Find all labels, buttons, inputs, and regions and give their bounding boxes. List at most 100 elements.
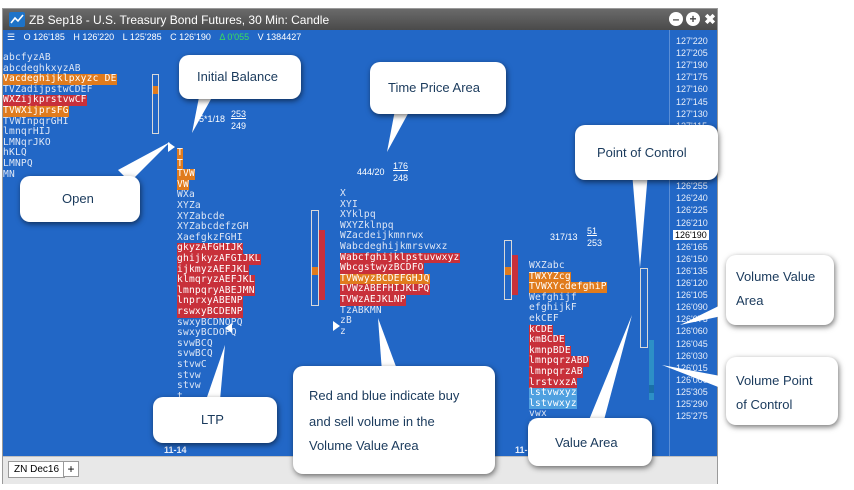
profile-row: lmnqrHIJ bbox=[3, 126, 51, 138]
profile-row: efghijkF bbox=[529, 302, 577, 314]
volume-buy-bar bbox=[319, 230, 325, 300]
profile-row: VW bbox=[177, 178, 189, 191]
profile-mid-stat: 444/20 bbox=[357, 167, 385, 177]
menu-icon[interactable]: ☰ bbox=[7, 32, 16, 42]
price-tick: 126'000 bbox=[676, 374, 708, 385]
profile-row: svwBCQ bbox=[177, 337, 213, 349]
low-value: L 125'285 bbox=[122, 32, 162, 42]
price-tick: 127'175 bbox=[676, 72, 708, 83]
price-tick: 125'305 bbox=[676, 386, 708, 397]
minimize-icon[interactable]: – bbox=[669, 12, 683, 26]
value-area-outline bbox=[640, 268, 648, 348]
profile-row: TVWzAEJKLNP bbox=[340, 294, 406, 306]
profile-row: gkyzAFGHIJK bbox=[177, 242, 243, 254]
open-value: O 126'185 bbox=[23, 32, 65, 42]
profile-row: WXZabc bbox=[529, 260, 565, 271]
price-tick: 126'090 bbox=[676, 302, 708, 313]
callout-volume-poc-line2: of Control bbox=[736, 397, 793, 412]
profile-row: WXYZklnpq bbox=[340, 219, 394, 231]
open-marker-icon-2 bbox=[333, 321, 340, 331]
profile-row: lstvwxyz bbox=[529, 397, 577, 410]
tab-zn-dec16[interactable]: ZN Dec16 bbox=[8, 461, 66, 478]
current-price-marker: 126'190 bbox=[673, 229, 709, 240]
volume-bar-outline-3 bbox=[504, 240, 512, 300]
price-tick: 126'225 bbox=[676, 205, 708, 216]
profile-row: stvw bbox=[177, 369, 201, 381]
profile-row: TVZadijpstwCDEF bbox=[3, 83, 93, 95]
profile-row: stvw bbox=[177, 380, 201, 392]
profile-row: TVWInpqrGHI bbox=[3, 115, 69, 127]
price-tick: 127'160 bbox=[676, 84, 708, 95]
title-bar[interactable]: ZB Sep18 - U.S. Treasury Bond Futures, 3… bbox=[3, 9, 717, 30]
profile-row: lstvwxyz bbox=[529, 387, 577, 399]
profile-row: X bbox=[340, 188, 346, 199]
callout-volume-value-area: Volume Value Area bbox=[726, 255, 834, 325]
profile-row: XYZabcdefzGH bbox=[177, 221, 249, 233]
profile-row: klmqryzAEFJKL bbox=[177, 274, 255, 286]
profile-row: XaefgkzFGHI bbox=[177, 231, 243, 243]
profile-row: T bbox=[177, 157, 183, 170]
close-icon[interactable]: ✖ bbox=[704, 11, 716, 27]
profile-row: rswxyBCDENP bbox=[177, 306, 243, 318]
volume-bar-outline bbox=[152, 74, 159, 134]
change-value: Δ 0'055 bbox=[219, 32, 250, 42]
add-tab-button[interactable]: + bbox=[63, 461, 79, 477]
maximize-icon[interactable]: + bbox=[686, 12, 700, 26]
price-tick: 126'255 bbox=[676, 181, 708, 192]
price-tick: 126'030 bbox=[676, 350, 708, 361]
profile-row: LMNPQ bbox=[3, 158, 33, 169]
profile-row: WXZijkprstvwCF bbox=[3, 94, 87, 106]
price-scale[interactable]: 127'220 127'205 127'190 127'175 127'160 127'1… bbox=[669, 30, 717, 456]
profile-row: lnprxyABENP bbox=[177, 295, 243, 307]
profile-row: z bbox=[340, 325, 346, 337]
price-tick: 126'015 bbox=[676, 362, 708, 373]
price-tick: 126'135 bbox=[676, 265, 708, 276]
profile-row: XYI bbox=[340, 198, 358, 210]
profile-row: lrstvxzA bbox=[529, 376, 577, 389]
session-date-1: 11-14 bbox=[164, 445, 187, 455]
volume-bar-outline-2 bbox=[311, 210, 319, 306]
profile-row: zB bbox=[340, 315, 352, 327]
ohlc-readout: ☰ O 126'185 H 126'220 L 125'285 C 126'19… bbox=[7, 32, 307, 43]
price-tick: 127'220 bbox=[676, 36, 708, 46]
price-tick: 126'120 bbox=[676, 278, 708, 288]
profile-left-stat-num: 253 bbox=[231, 109, 247, 119]
profile-row: ghijkyzAFGIJKL bbox=[177, 253, 261, 265]
price-tick: 126'210 bbox=[676, 217, 708, 228]
profile-row: ekCEF bbox=[529, 313, 559, 324]
profile-row: stvwC bbox=[177, 359, 207, 370]
callout-value-area: Value Area bbox=[528, 418, 652, 466]
profile-row: TzABKMN bbox=[340, 304, 382, 316]
callout-time-price-area-text: Time Price Area bbox=[388, 80, 480, 95]
callout-point-of-control-text: Point of Control bbox=[597, 145, 687, 160]
profile-row: XYZabcde bbox=[177, 210, 225, 222]
profile-row: Wefghijf bbox=[529, 291, 577, 303]
price-tick: 125'275 bbox=[676, 411, 708, 422]
callout-open: Open bbox=[20, 176, 140, 222]
profile-row: abcfyzAB bbox=[3, 52, 51, 63]
profile-row: TVWwyzBCDEFGHJQ bbox=[340, 272, 430, 285]
price-tick: 127'145 bbox=[676, 96, 708, 107]
price-tick: 126'105 bbox=[676, 290, 708, 301]
price-tick: 126'045 bbox=[676, 338, 708, 349]
high-value: H 126'220 bbox=[73, 32, 115, 42]
profile-row: TVWzABEFHIJKLPQ bbox=[340, 283, 430, 295]
profile-row: TVW bbox=[177, 168, 195, 180]
profile-mid-stat-den: 248 bbox=[393, 173, 409, 183]
callout-red-blue-line1: Red and blue indicate buy bbox=[309, 388, 460, 403]
callout-volume-value-area-line2: Area bbox=[736, 293, 764, 308]
callout-time-price-area: Time Price Area bbox=[370, 62, 506, 114]
price-tick: 127'190 bbox=[676, 60, 708, 71]
profile-row: lmnpqrzABD bbox=[529, 355, 589, 367]
profile-left-stat-den: 249 bbox=[231, 121, 247, 131]
callout-ltp: LTP bbox=[153, 397, 277, 443]
close-value: C 126'190 bbox=[170, 32, 211, 42]
profile-right-stat-num: 51 bbox=[587, 226, 598, 236]
profile-row: t bbox=[177, 391, 183, 403]
volume-value: V 1384427 bbox=[257, 32, 302, 42]
profile-row: swxyBCDNOPQ bbox=[177, 316, 243, 328]
profile-row: vwx bbox=[529, 408, 547, 420]
open-marker-icon bbox=[168, 142, 175, 152]
profile-row: kCDE bbox=[529, 323, 553, 336]
price-tick: 125'290 bbox=[676, 399, 708, 409]
